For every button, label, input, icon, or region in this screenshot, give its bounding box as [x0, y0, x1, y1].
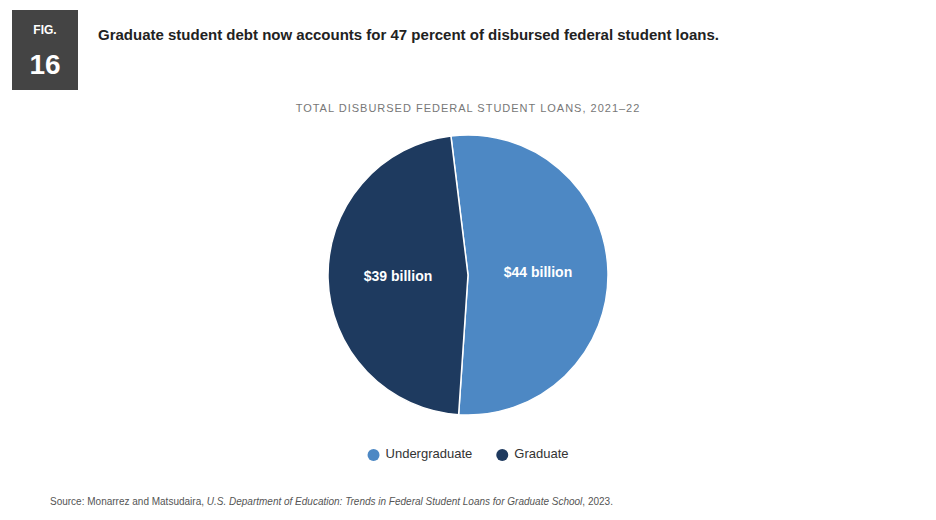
- legend: Undergraduate Graduate: [368, 446, 569, 461]
- fig-number: 16: [29, 49, 60, 80]
- source: Source: Monarrez and Matsudaira, U.S. De…: [50, 496, 613, 507]
- legend-item: Graduate: [496, 446, 568, 461]
- legend-marker: [496, 449, 508, 461]
- source-part: Source: Monarrez and Matsudaira,: [50, 496, 207, 507]
- data-label: $39 billion: [364, 268, 432, 284]
- legend-item: Undergraduate: [368, 446, 473, 461]
- data-label: $44 billion: [504, 264, 572, 280]
- data-labels: $44 billion $39 billion: [364, 264, 572, 284]
- pie-slice: [328, 136, 468, 415]
- subtitle: TOTAL DISBURSED FEDERAL STUDENT LOANS, 2…: [296, 102, 641, 114]
- legend-label: Graduate: [514, 446, 568, 461]
- fig-label: FIG.: [33, 23, 56, 37]
- source-part: U.S. Department of Education: Trends in …: [207, 496, 583, 507]
- pie-slice: [451, 135, 608, 415]
- title: Graduate student debt now accounts for 4…: [98, 26, 719, 43]
- legend-marker: [368, 449, 380, 461]
- legend-label: Undergraduate: [386, 446, 473, 461]
- pie: [328, 135, 608, 415]
- source-part: , 2023.: [582, 496, 613, 507]
- fig-box-background: [12, 10, 78, 90]
- fig-box: FIG. 16: [12, 10, 78, 90]
- chart: FIG. 16 Graduate student debt now accounts…: [0, 0, 936, 520]
